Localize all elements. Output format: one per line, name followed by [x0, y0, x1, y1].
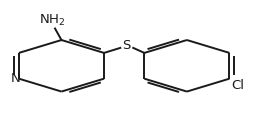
Text: N: N	[11, 72, 21, 85]
Text: NH$_2$: NH$_2$	[39, 13, 66, 28]
Text: Cl: Cl	[231, 79, 244, 92]
Text: S: S	[122, 39, 131, 52]
